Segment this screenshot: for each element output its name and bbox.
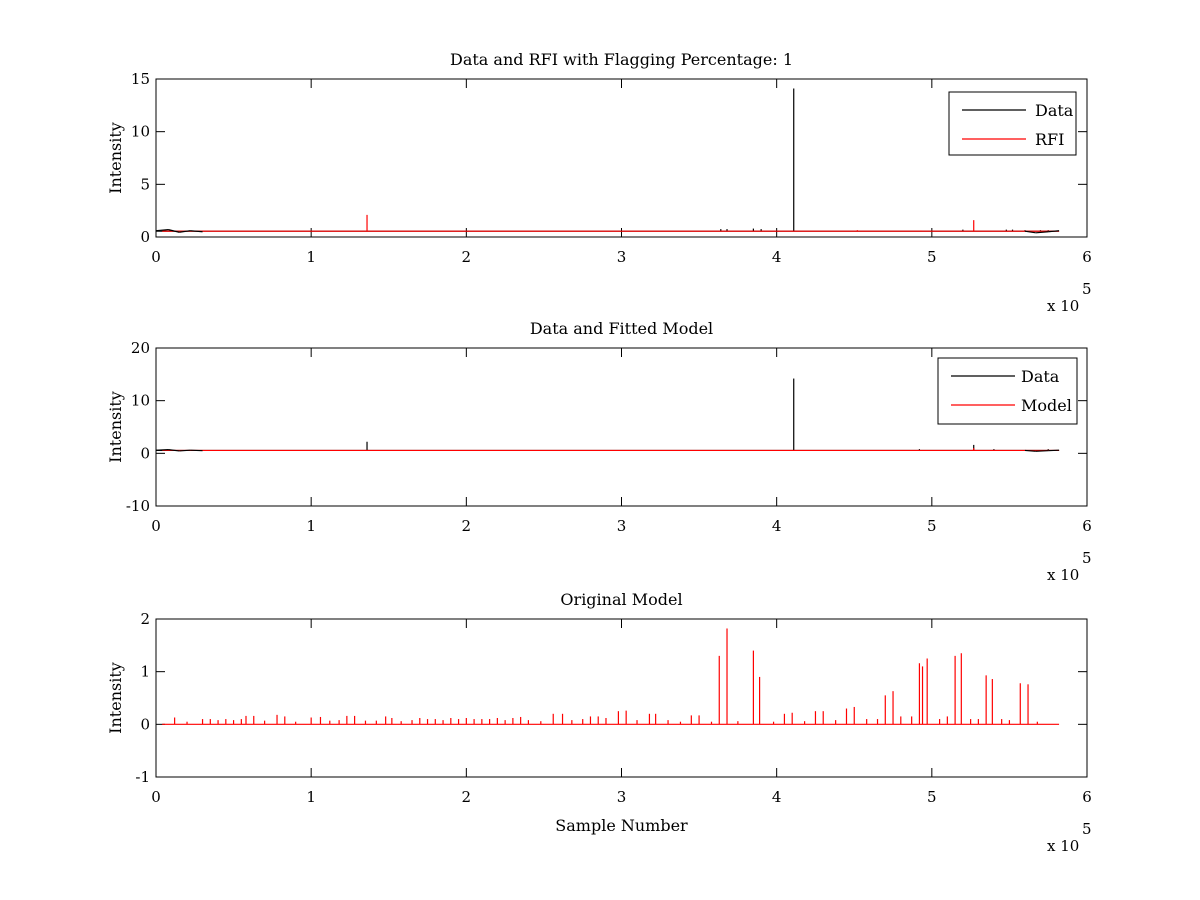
y-tick-label: 20 xyxy=(131,339,150,357)
y-tick-label: -1 xyxy=(135,768,150,786)
data-segment xyxy=(1035,231,1049,234)
x-tick-label: 0 xyxy=(151,248,161,266)
data-segment xyxy=(190,449,203,452)
x-tick-label: 5 xyxy=(927,788,937,806)
x-exponent: 5 xyxy=(1082,549,1092,567)
x-tick-label: 2 xyxy=(462,788,472,806)
legend-box xyxy=(937,357,1078,425)
chart-title: Original Model xyxy=(560,590,682,609)
data-segment xyxy=(155,229,169,232)
x-tick-label: 3 xyxy=(617,788,627,806)
series-data xyxy=(156,378,1060,452)
y-tick-label: 0 xyxy=(140,228,150,246)
x-exponent-label: x 10 xyxy=(1047,566,1079,584)
x-tick-label: 4 xyxy=(772,248,782,266)
x-exponent: 5 xyxy=(1082,820,1092,838)
x-tick-label: 4 xyxy=(772,788,782,806)
x-tick-label: 6 xyxy=(1082,248,1092,266)
chart-title: Data and Fitted Model xyxy=(530,319,713,338)
x-tick-label: 6 xyxy=(1082,517,1092,535)
y-axis-label: Intensity xyxy=(106,122,125,194)
x-tick-label: 1 xyxy=(306,248,316,266)
x-tick-label: 0 xyxy=(151,517,161,535)
y-tick-label: 0 xyxy=(140,444,150,462)
y-tick-label: 15 xyxy=(131,70,150,88)
data-start-wiggle xyxy=(155,449,1060,452)
x-tick-label: 2 xyxy=(462,248,472,266)
data-segment xyxy=(1024,449,1036,452)
series-model xyxy=(162,628,1060,725)
legend-label-data: Data xyxy=(1035,101,1074,120)
y-tick-label: -10 xyxy=(126,497,150,515)
data-start-wiggle xyxy=(155,229,1060,234)
x-tick-label: 6 xyxy=(1082,788,1092,806)
data-segment xyxy=(179,230,191,233)
y-axis-label: Intensity xyxy=(106,391,125,463)
legend: Data Model xyxy=(937,357,1078,425)
data-segment xyxy=(168,229,180,233)
axes-box xyxy=(155,618,1088,778)
y-tick-label: 1 xyxy=(140,663,150,681)
y-tick-label: 10 xyxy=(131,123,150,141)
y-tick-label: 0 xyxy=(140,715,150,733)
data-segment xyxy=(1024,230,1036,234)
y-tick-label: 2 xyxy=(140,610,150,628)
x-exponent-label: x 10 xyxy=(1047,297,1079,315)
axes-box xyxy=(155,78,1088,238)
x-exponent-label: x 10 xyxy=(1047,837,1079,855)
series-rfi xyxy=(162,214,1060,232)
x-tick-label: 3 xyxy=(617,517,627,535)
legend-label-data: Data xyxy=(1021,367,1060,386)
data-segment xyxy=(155,449,169,451)
x-tick-label: 3 xyxy=(617,248,627,266)
legend-label-model: Model xyxy=(1021,396,1072,415)
series-model xyxy=(162,448,1060,452)
x-tick-label: 1 xyxy=(306,788,316,806)
x-tick-label: 1 xyxy=(306,517,316,535)
x-tick-label: 5 xyxy=(927,248,937,266)
x-tick-label: 5 xyxy=(927,517,937,535)
data-segment xyxy=(168,449,180,452)
data-segment xyxy=(179,449,191,452)
data-segment xyxy=(1035,450,1049,452)
series-data xyxy=(156,88,1060,232)
y-axis-label: Intensity xyxy=(106,662,125,734)
data-segment xyxy=(1048,230,1060,233)
data-segment xyxy=(1048,449,1060,452)
legend-label-rfi: RFI xyxy=(1035,130,1064,149)
legend: Data RFI xyxy=(948,91,1077,156)
chart-title: Data and RFI with Flagging Percentage: 1 xyxy=(450,50,793,69)
x-tick-label: 2 xyxy=(462,517,472,535)
x-exponent: 5 xyxy=(1082,280,1092,298)
x-tick-label: 0 xyxy=(151,788,161,806)
x-tick-label: 4 xyxy=(772,517,782,535)
data-segment xyxy=(190,230,203,233)
x-axis-label: Sample Number xyxy=(555,816,688,835)
legend-box xyxy=(948,91,1077,156)
y-tick-label: 5 xyxy=(140,175,150,193)
y-tick-label: 10 xyxy=(131,392,150,410)
